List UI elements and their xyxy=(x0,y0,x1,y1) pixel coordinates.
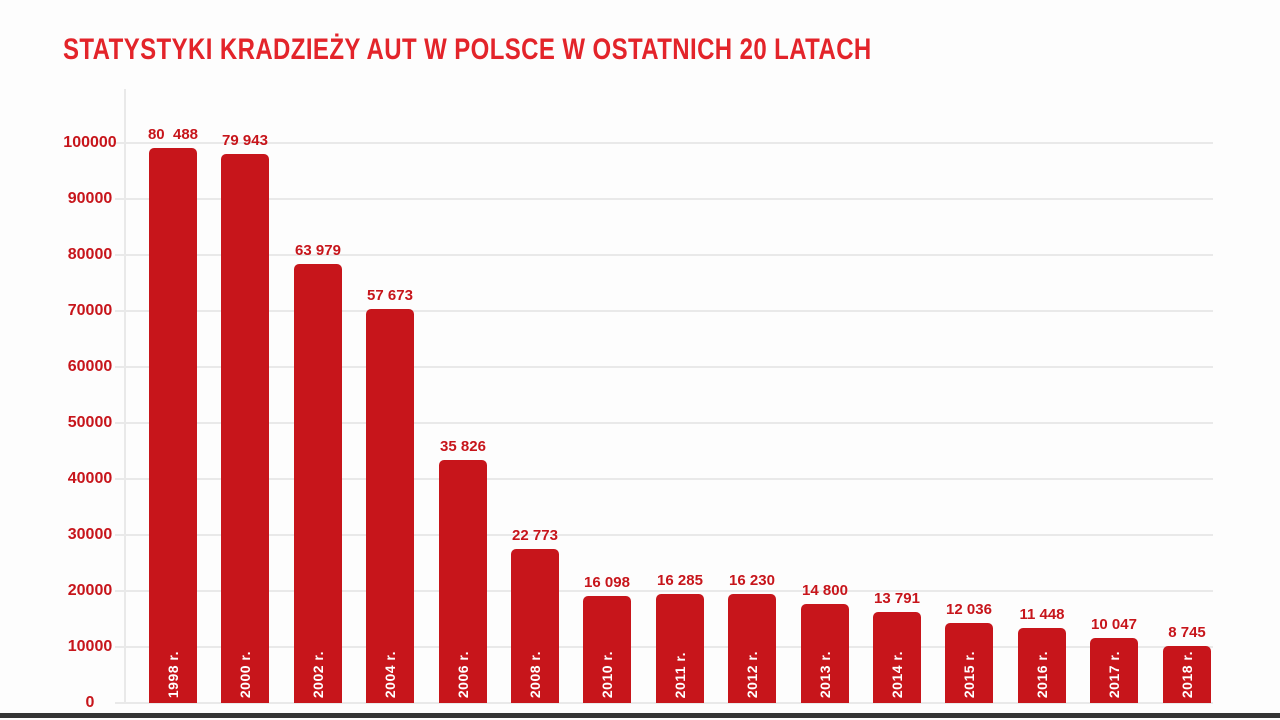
gridline xyxy=(115,366,1213,368)
bar-year-label: 2012 r. xyxy=(744,650,760,698)
bar: 2011 r. xyxy=(656,594,704,703)
bar-year-label: 2006 r. xyxy=(455,650,471,698)
bar-year-label: 2008 r. xyxy=(527,650,543,698)
bar-year-label: 2014 r. xyxy=(889,650,905,698)
y-tick-label: 90000 xyxy=(67,190,113,207)
bar: 2017 r. xyxy=(1090,638,1138,703)
bar: 2006 r. xyxy=(439,460,487,703)
gridline xyxy=(115,534,1213,536)
bar: 2018 r. xyxy=(1163,646,1211,703)
y-tick-label: 100000 xyxy=(63,134,117,151)
y-tick-label: 50000 xyxy=(67,414,113,431)
bar: 2010 r. xyxy=(583,596,631,703)
bar-value-label: 14 800 xyxy=(802,582,848,599)
bar-value-label: 11 448 xyxy=(1019,606,1065,623)
bar-value-label: 35 826 xyxy=(440,438,486,455)
gridline xyxy=(115,702,1213,704)
bar: 2008 r. xyxy=(511,549,559,703)
bar-year-label: 2018 r. xyxy=(1179,650,1195,698)
bar-year-label: 2000 r. xyxy=(237,650,253,698)
bar: 1998 r. xyxy=(149,148,197,703)
y-tick-label: 0 xyxy=(85,694,95,711)
y-tick-label: 80000 xyxy=(67,246,113,263)
gridline xyxy=(115,198,1213,200)
bar-value-label: 79 943 xyxy=(222,132,268,149)
bar-year-label: 1998 r. xyxy=(165,650,181,698)
bar-value-label: 8 745 xyxy=(1168,624,1206,641)
gridline xyxy=(115,254,1213,256)
bar-value-label: 16 285 xyxy=(657,572,703,589)
gridline xyxy=(115,310,1213,312)
bar-year-label: 2016 r. xyxy=(1034,650,1050,698)
gridline xyxy=(115,478,1213,480)
bar-value-label: 22 773 xyxy=(512,527,558,544)
y-tick-label: 70000 xyxy=(67,302,113,319)
bar-year-label: 2015 r. xyxy=(961,650,977,698)
y-axis-line xyxy=(124,89,126,703)
gridline xyxy=(115,590,1213,592)
bar-value-label: 63 979 xyxy=(295,242,341,259)
bar-year-label: 2011 r. xyxy=(672,651,688,698)
y-tick-label: 20000 xyxy=(67,582,113,599)
bar-value-label: 57 673 xyxy=(367,287,413,304)
bar-value-label: 12 036 xyxy=(946,601,992,618)
bar-value-label: 10 047 xyxy=(1091,616,1137,633)
bar-year-label: 2017 r. xyxy=(1106,650,1122,698)
bar-year-label: 2004 r. xyxy=(382,650,398,698)
bar-year-label: 2010 r. xyxy=(599,650,615,698)
bar: 2015 r. xyxy=(945,623,993,703)
bar: 2004 r. xyxy=(366,309,414,703)
bar: 2013 r. xyxy=(801,604,849,703)
bar-year-label: 2002 r. xyxy=(310,650,326,698)
bar-value-label: 16 098 xyxy=(584,574,630,591)
y-tick-label: 10000 xyxy=(67,638,113,655)
bar: 2002 r. xyxy=(294,264,342,703)
bar-value-label: 13 791 xyxy=(874,590,920,607)
gridline xyxy=(115,142,1213,144)
bar: 2012 r. xyxy=(728,594,776,703)
bar: 2014 r. xyxy=(873,612,921,703)
bar-year-label: 2013 r. xyxy=(817,650,833,698)
bar-value-label: 16 230 xyxy=(729,572,775,589)
bar: 2000 r. xyxy=(221,154,269,703)
y-tick-label: 30000 xyxy=(67,526,113,543)
bottom-divider-bar xyxy=(0,713,1280,718)
bar-value-label: 80 488 xyxy=(147,126,199,143)
chart-title: STATYSTYKI KRADZIEŻY AUT W POLSCE W OSTA… xyxy=(63,33,872,66)
gridline xyxy=(115,422,1213,424)
y-tick-label: 60000 xyxy=(67,358,113,375)
bar: 2016 r. xyxy=(1018,628,1066,703)
y-tick-label: 40000 xyxy=(67,470,113,487)
